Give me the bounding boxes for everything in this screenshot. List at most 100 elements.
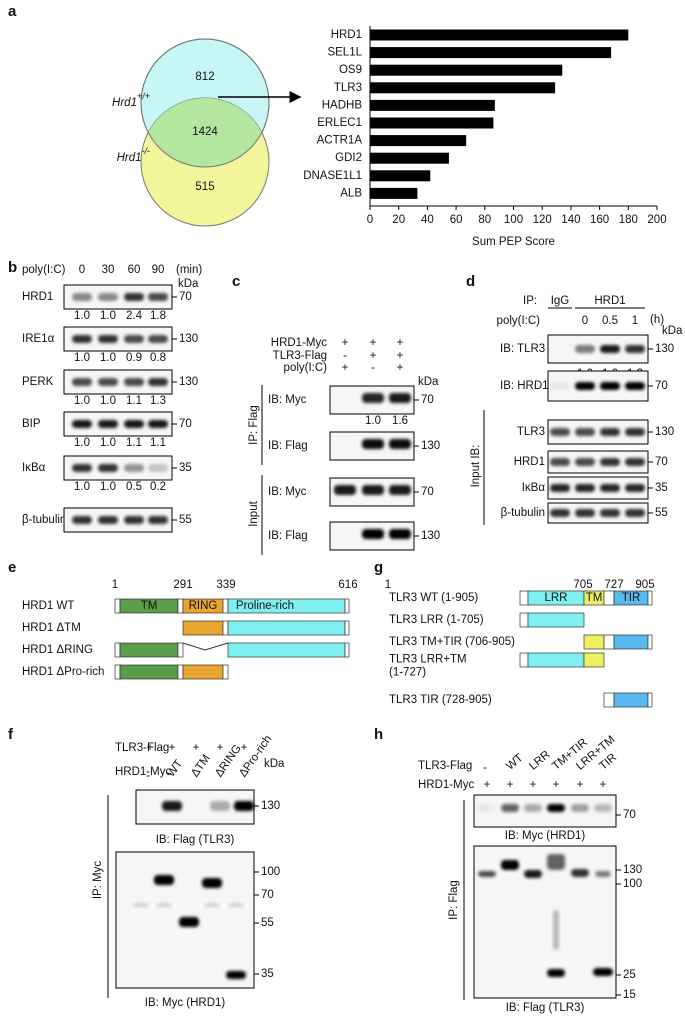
band xyxy=(98,378,118,386)
band xyxy=(550,382,570,390)
marker-label: 70 xyxy=(421,486,434,498)
band xyxy=(186,801,206,811)
blot-name: IκBα xyxy=(22,462,46,474)
band xyxy=(362,485,384,495)
domain xyxy=(603,634,615,650)
quant: 1.0 xyxy=(100,352,116,364)
band xyxy=(575,509,595,517)
band xyxy=(98,293,118,301)
position: 705 xyxy=(573,579,592,591)
band xyxy=(600,484,620,492)
x-tick-label: 80 xyxy=(478,214,491,226)
construct: HRD1 ΔTM xyxy=(22,622,81,634)
band xyxy=(600,458,620,466)
lane: + xyxy=(484,779,491,791)
band xyxy=(575,345,595,353)
band xyxy=(148,516,168,524)
x-tick-label: 0 xyxy=(367,214,373,226)
band xyxy=(124,420,144,428)
band xyxy=(595,871,611,877)
lane: - xyxy=(146,770,150,782)
domain xyxy=(227,642,346,658)
marker-label: 55 xyxy=(261,917,274,929)
position: 1 xyxy=(112,579,118,591)
category-label: ERLEC1 xyxy=(317,117,362,129)
row-name: TLR3-Flag xyxy=(115,742,169,754)
x-tick-label: 200 xyxy=(647,214,666,226)
sign: + xyxy=(342,337,349,349)
kda: kDa xyxy=(418,376,439,388)
lane: + xyxy=(217,742,224,754)
position: 905 xyxy=(635,579,654,591)
quant: 1.0 xyxy=(100,481,116,493)
band xyxy=(575,428,595,436)
venn-overlap xyxy=(141,98,269,167)
band xyxy=(625,345,645,353)
band xyxy=(124,378,144,386)
bar xyxy=(370,82,556,94)
band xyxy=(72,420,92,428)
domain xyxy=(119,642,179,658)
lane: + xyxy=(241,742,248,754)
row-name: poly(I:C) xyxy=(284,362,328,374)
set-superscript: +/+ xyxy=(137,91,150,101)
blot-name: PERK xyxy=(22,376,54,388)
sign: + xyxy=(370,337,377,349)
blot-name: IB: Flag (TLR3) xyxy=(506,1002,585,1014)
domain xyxy=(227,620,346,636)
band xyxy=(478,804,496,812)
domain xyxy=(519,652,529,668)
band xyxy=(148,378,168,386)
band xyxy=(124,464,144,472)
blot-name: IB: HRD1 xyxy=(500,380,549,392)
domain-name: TM xyxy=(586,592,603,604)
category-label: OS9 xyxy=(339,64,362,76)
domain xyxy=(647,692,653,708)
quant: 0.9 xyxy=(126,352,142,364)
domain xyxy=(222,598,229,614)
band xyxy=(547,804,565,812)
quant: 1.0 xyxy=(365,415,381,427)
band xyxy=(389,485,411,495)
category-label: TLR3 xyxy=(334,82,362,94)
domain xyxy=(583,652,605,668)
dose: 1 xyxy=(632,315,638,327)
band xyxy=(72,335,92,343)
domain xyxy=(344,620,350,636)
marker-label: 130 xyxy=(623,864,642,876)
quant: 1.0 xyxy=(100,437,116,449)
group-label: IP: Flag xyxy=(248,405,260,445)
band xyxy=(210,801,230,811)
x-tick-label: 20 xyxy=(392,214,405,226)
quant: 1.0 xyxy=(74,395,90,407)
blot xyxy=(473,845,617,999)
treatment: poly(I:C) xyxy=(497,315,541,327)
band xyxy=(72,378,92,386)
unit: (h) xyxy=(650,314,664,326)
domain-name: TIR xyxy=(622,592,641,604)
band xyxy=(389,439,411,449)
time: 90 xyxy=(152,264,165,276)
panel-label: g xyxy=(374,559,383,576)
position: 616 xyxy=(338,579,357,591)
time: 30 xyxy=(102,264,115,276)
category-label: HRD1 xyxy=(331,29,362,41)
band xyxy=(625,458,645,466)
band xyxy=(334,529,356,539)
marker-label: 70 xyxy=(623,809,636,821)
marker-label: 35 xyxy=(655,482,668,494)
band xyxy=(389,529,411,539)
domain xyxy=(527,652,585,668)
marker-label: 55 xyxy=(655,507,668,519)
band xyxy=(594,804,612,812)
sign: - xyxy=(343,350,347,362)
lane: + xyxy=(147,742,154,754)
band xyxy=(148,420,168,428)
panel-label: h xyxy=(374,726,383,743)
blot-name: TLR3 xyxy=(517,426,545,438)
quant: 1.1 xyxy=(150,437,166,449)
marker-label: 100 xyxy=(623,878,642,890)
band xyxy=(362,529,384,539)
band xyxy=(575,484,595,492)
band xyxy=(98,335,118,343)
